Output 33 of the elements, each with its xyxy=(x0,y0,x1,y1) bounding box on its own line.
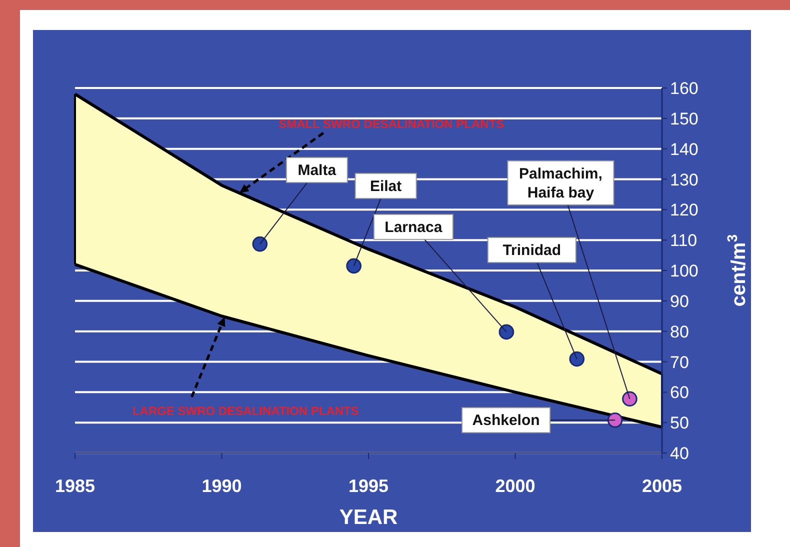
x-axis-title: YEAR xyxy=(339,506,398,529)
annotation: Malta xyxy=(298,162,337,180)
x-tick-label: 2000 xyxy=(495,476,536,496)
y-tick-label: 130 xyxy=(670,170,698,190)
point xyxy=(498,324,514,340)
y-tick-label: 60 xyxy=(670,383,689,402)
y-tick-label: 140 xyxy=(670,140,698,159)
y-tick-label: 110 xyxy=(670,231,698,250)
y-tick-label: 70 xyxy=(670,352,689,372)
annotation: Eilat xyxy=(370,178,402,195)
annotation: Palmachim, Haifa bay xyxy=(519,165,602,202)
point xyxy=(607,412,623,428)
annotation: Trinidad xyxy=(502,242,562,260)
y-tick-label: 50 xyxy=(670,414,689,433)
y-tick-label: 40 xyxy=(670,444,689,463)
annotation: Larnaca xyxy=(384,218,443,236)
annotation: Ashkelon xyxy=(472,412,540,430)
x-tick-label: 2005 xyxy=(642,476,682,496)
y-tick-label: 100 xyxy=(670,262,698,280)
y-tick-label: 150 xyxy=(670,109,698,128)
x-tick-label: 1985 xyxy=(54,476,96,496)
y-tick-label: 80 xyxy=(670,322,689,342)
y-tick-label: 160 xyxy=(670,79,698,98)
annotation: SMALL SWRO DESALINATION PLANTS xyxy=(278,116,504,131)
point xyxy=(346,258,362,274)
x-tick-label: 1990 xyxy=(202,476,242,496)
point xyxy=(622,391,638,407)
point xyxy=(569,351,585,367)
annotation: LARGE SWRO DESALINATION PLANTS xyxy=(132,404,359,418)
y-tick-label: 90 xyxy=(670,292,689,311)
point xyxy=(252,236,268,252)
x-tick-label: 1995 xyxy=(348,476,389,496)
y-tick-label: 120 xyxy=(670,200,698,220)
